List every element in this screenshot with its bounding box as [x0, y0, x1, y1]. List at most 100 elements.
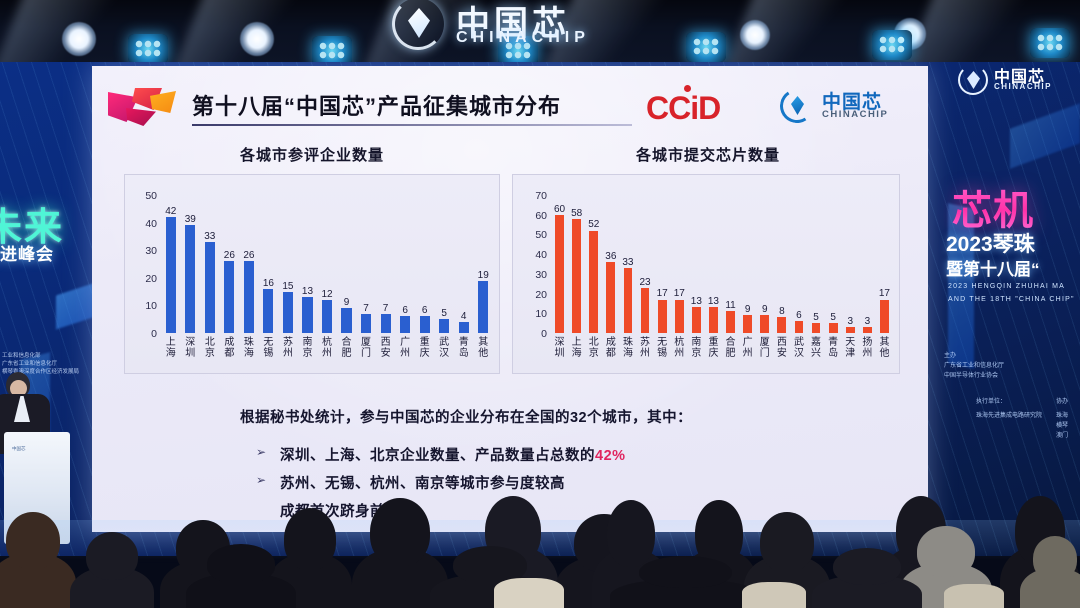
chart-category-label: 深圳 [554, 337, 565, 359]
chart-bar-value-label: 3 [847, 316, 854, 328]
top-logo-cn-text: 中国芯 [456, 5, 570, 43]
slide-header: 第十八届“中国芯”产品征集城市分布 CCiD 中国芯 CHINACHIP [108, 85, 912, 127]
right-banner-line-1: 2023琴珠 [946, 233, 1035, 256]
chart-category-label: 广州 [742, 337, 753, 359]
presentation-slide: 第十八届“中国芯”产品征集城市分布 CCiD 中国芯 CHINACHIP 各城市… [92, 66, 928, 532]
slide-title-underline [192, 124, 632, 126]
left-banner-subtitle: 促进峰会 [0, 245, 54, 264]
chart-category-label: 成都 [224, 337, 235, 359]
chart-bar-value-label: 7 [363, 302, 369, 314]
chart-category-label: 重庆 [708, 337, 719, 359]
chart-category-label: 青岛 [828, 337, 839, 359]
chart-y-tick-label: 70 [535, 190, 547, 202]
left-banner-organizers: 工业和信息化部 广东省工业和信息化厅 横琴粤澳深度合作区经济发展局 [2, 353, 80, 375]
chart-y-tick-label: 40 [145, 217, 157, 230]
chart-bar-value-label: 11 [725, 300, 736, 312]
chart-bar [623, 267, 633, 333]
chart-bar [282, 291, 293, 333]
audience-head [85, 532, 139, 581]
chart-bar [572, 218, 582, 333]
chart-bar-value-label: 17 [878, 288, 890, 300]
chart-category-label: 北京 [588, 337, 599, 359]
chart-y-tick-label: 10 [535, 308, 547, 321]
stage-spotlight [740, 20, 770, 50]
stage-spotlight [240, 22, 274, 56]
chart-category-label: 西安 [776, 337, 787, 359]
stage-truss: 中国芯 CHINACHIP [0, 0, 1080, 62]
chart-category-label: 珠海 [622, 337, 633, 359]
chart-category-label: 合肥 [725, 337, 736, 359]
audience-head [370, 498, 430, 567]
left-banner-headline: 未来 [0, 207, 65, 249]
right-banner-chinachip-logo: 中国芯 CHINACHIP [958, 62, 1078, 102]
bullet-arrow-icon: ➢ [256, 473, 267, 487]
chart-bar-value-label: 52 [588, 219, 600, 231]
chart-y-tick-label: 10 [145, 300, 157, 313]
chart-category-label: 重庆 [419, 337, 430, 359]
chart-y-tick-label: 50 [145, 190, 157, 202]
chart-bar-value-label: 13 [707, 296, 719, 308]
slide-title: 第十八届“中国芯”产品征集城市分布 [192, 94, 562, 119]
chart-bar [777, 317, 787, 333]
chart-bar [478, 280, 489, 333]
chart-category-label: 其他 [879, 337, 890, 359]
chart-bar [458, 321, 469, 333]
chart-bar [224, 261, 235, 333]
summary-bullet-0: ➢ 深圳、上海、北京企业数量、产品数量占总数的42% [256, 444, 626, 465]
chart-y-tick-label: 30 [535, 268, 547, 281]
ccid-logo: CCiD [646, 85, 721, 127]
chart-category-label: 珠海 [243, 337, 254, 359]
chart-category-label: 合肥 [341, 337, 352, 359]
chart-category-label: 杭州 [322, 337, 332, 359]
stage-led-fixture [1030, 28, 1070, 58]
chart-category-label: 上海 [571, 337, 582, 359]
chart-1-title: 各城市提交芯片数量 [635, 147, 780, 164]
chart-category-label: 青岛 [458, 337, 469, 359]
audience-head [694, 500, 744, 567]
top-chinachip-logo: 中国芯 CHINACHIP [392, 0, 692, 54]
speaker-face [10, 380, 27, 397]
right-banner-en-line-2: AND THE 18TH "CHINA CHIP" [948, 296, 1075, 303]
right-logo-cn-text: 中国芯 [994, 69, 1046, 86]
summary-bullet-0-text: 深圳、上海、北京企业数量、产品数量占总数的 [280, 448, 595, 464]
chart-bar [657, 299, 667, 333]
chart-category-label: 苏州 [282, 337, 293, 359]
stage-led-fixture [312, 36, 352, 62]
chart-bar-value-label: 5 [441, 308, 447, 320]
chart-bar [606, 262, 616, 333]
chart-category-label: 武汉 [793, 337, 804, 359]
audience-clothing [944, 584, 1004, 608]
chart-category-label: 厦门 [759, 337, 770, 359]
audience-head [832, 548, 902, 586]
chinachip-ring-icon [392, 0, 444, 50]
top-logo-en-text: CHINACHIP [456, 29, 590, 46]
slide-logo-mark-icon [108, 88, 182, 126]
chart-category-label: 西安 [380, 337, 391, 359]
chart-bar-value-label: 4 [460, 310, 467, 322]
chart-bar [589, 230, 599, 333]
stage-spotlight [62, 22, 96, 56]
chart-bar [419, 316, 430, 333]
chart-bar [400, 316, 411, 333]
chart-category-label: 其他 [478, 337, 489, 359]
chart-bar [380, 313, 391, 333]
chart-bar-value-label: 5 [830, 312, 836, 324]
chart-bar [743, 315, 753, 333]
right-banner-host-label: 主办 [944, 353, 957, 359]
chart-bar-value-label: 6 [402, 305, 408, 317]
stage-led-fixture [498, 36, 538, 62]
chart-bar-value-label: 3 [864, 316, 871, 328]
chart-bar [243, 261, 254, 333]
chart-1-plot-area: 0 10 20 30 40 50 60 70 60 深圳 58 上海 52 北京 36 成都 33 珠海 23 苏州 1… [512, 174, 900, 374]
right-banner-coop-1: 珠海 [1056, 413, 1069, 419]
chart-bar-value-label: 26 [243, 250, 255, 262]
summary-bullet-1: ➢ 苏州、无锡、杭州、南京等城市参与度较高 [256, 472, 565, 493]
chart-y-tick-label: 20 [535, 288, 547, 301]
audience-clothing [494, 578, 564, 608]
chart-y-tick-label: 30 [145, 245, 157, 258]
chart-category-label: 南京 [691, 337, 702, 359]
chart-y-tick-label: 20 [145, 272, 157, 285]
chart-bar [674, 299, 684, 333]
chart-y-tick-label: 0 [151, 328, 157, 340]
chart-bar-value-label: 13 [301, 286, 314, 298]
